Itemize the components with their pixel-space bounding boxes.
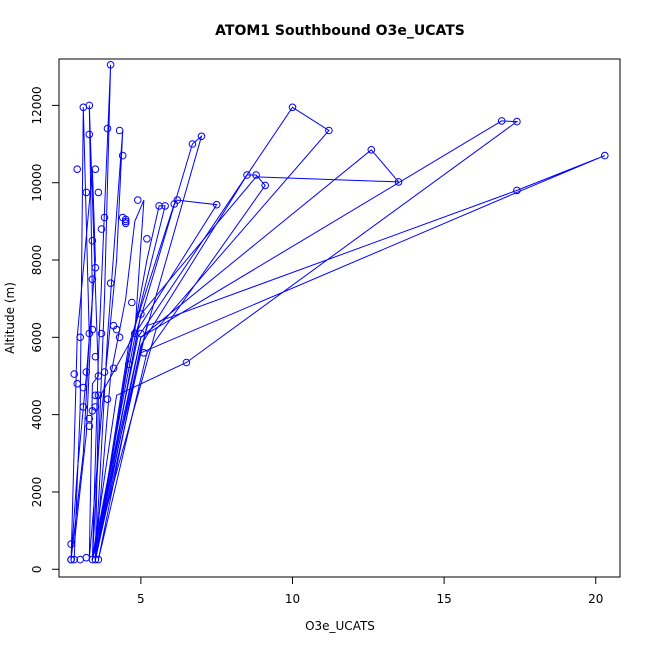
data-point — [134, 196, 142, 204]
data-point — [100, 213, 109, 222]
data-point — [212, 200, 221, 209]
data-point — [115, 333, 124, 342]
data-point — [155, 202, 163, 210]
x-axis-label: O3e_UCATS — [305, 619, 375, 633]
data-point — [85, 414, 94, 423]
data-point — [121, 219, 130, 228]
data-point — [82, 368, 91, 376]
data-point — [188, 140, 197, 148]
data-point — [67, 540, 75, 548]
data-point — [325, 126, 333, 135]
data-point — [109, 364, 118, 373]
data-point — [121, 217, 130, 226]
data-point — [288, 103, 297, 112]
data-point — [85, 130, 94, 139]
data-point — [140, 349, 148, 357]
data-point — [103, 395, 112, 404]
data-point — [197, 132, 206, 141]
data-point — [261, 181, 270, 190]
data-point — [70, 555, 78, 564]
data-point — [94, 188, 103, 197]
data-point — [243, 171, 251, 179]
data-point — [100, 368, 109, 376]
series-line — [91, 106, 330, 560]
data-point — [88, 325, 97, 334]
data-point — [115, 126, 124, 135]
y-tick-label: 8000 — [30, 245, 44, 276]
data-point — [601, 151, 609, 160]
data-point — [143, 235, 151, 243]
data-point — [67, 555, 75, 564]
data-point — [182, 358, 191, 367]
x-tick-label: 15 — [436, 592, 451, 606]
data-point — [91, 263, 100, 272]
data-point — [394, 178, 403, 186]
data-point — [88, 407, 97, 415]
data-point — [137, 329, 145, 338]
y-tick-label: 12000 — [30, 86, 44, 124]
data-point — [106, 61, 115, 69]
data-point — [85, 422, 94, 431]
data-point — [161, 202, 169, 210]
data-point — [94, 555, 103, 564]
data-point — [91, 391, 100, 400]
data-point — [91, 352, 100, 361]
data-point — [252, 171, 260, 179]
data-points — [67, 61, 609, 564]
series-line — [94, 155, 605, 560]
data-point — [94, 391, 103, 400]
x-axis: 5 10 15 20 — [137, 576, 603, 606]
y-tick-label: 2000 — [30, 477, 44, 508]
series-line — [73, 105, 99, 560]
data-point — [112, 325, 121, 334]
data-point — [513, 186, 521, 195]
data-point — [103, 124, 112, 133]
data-point — [128, 298, 136, 307]
series-line — [94, 199, 145, 560]
data-point — [88, 236, 97, 245]
data-point — [97, 329, 106, 338]
series-line — [88, 130, 124, 560]
data-point — [91, 165, 100, 173]
data-point — [85, 101, 94, 110]
data-point — [82, 188, 91, 197]
data-point — [106, 279, 115, 288]
y-tick-label: 10000 — [30, 164, 44, 202]
y-axis: 0 2000 4000 6000 8000 10000 12000 — [30, 86, 60, 573]
data-point — [79, 403, 88, 411]
data-point — [497, 117, 506, 125]
data-point — [137, 310, 145, 318]
data-point — [70, 370, 78, 378]
y-tick-label: 0 — [30, 565, 44, 573]
data-point — [94, 372, 103, 380]
x-tick-label: 10 — [285, 592, 300, 606]
data-point — [97, 225, 106, 233]
data-point — [124, 360, 133, 369]
data-point — [121, 215, 130, 224]
data-point — [82, 553, 91, 562]
data-point — [79, 383, 88, 392]
y-tick-label: 4000 — [30, 399, 44, 430]
data-point — [131, 329, 139, 338]
data-point — [367, 146, 376, 154]
x-tick-label: 5 — [137, 592, 145, 606]
data-point — [91, 555, 100, 564]
series-line — [94, 205, 166, 560]
chart-title: ATOM1 Southbound O3e_UCATS — [215, 23, 465, 39]
series-line — [70, 107, 90, 560]
data-point — [73, 379, 81, 388]
series-lines — [70, 64, 605, 560]
data-point — [88, 555, 97, 564]
data-point — [173, 196, 182, 204]
y-axis-label: Altitude (m) — [3, 282, 17, 354]
plot-frame — [58, 58, 621, 578]
y-tick-label: 6000 — [30, 322, 44, 353]
data-point — [76, 333, 84, 342]
data-point — [73, 165, 81, 173]
x-tick-label: 20 — [588, 592, 603, 606]
data-point — [88, 275, 97, 284]
data-point — [513, 117, 521, 126]
data-point — [118, 151, 127, 160]
